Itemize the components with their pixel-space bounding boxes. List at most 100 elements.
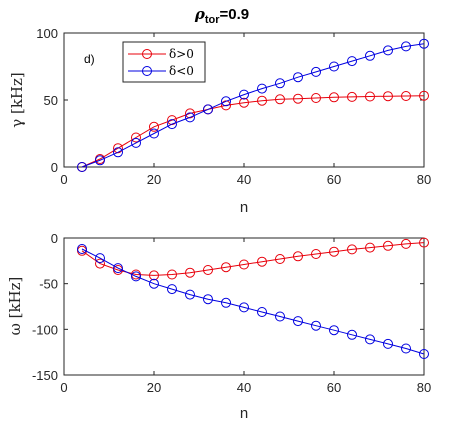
point-bottom-1-5	[167, 284, 177, 295]
point-top-1-0	[77, 162, 87, 172]
x-tick-label-bottom-3: 60	[327, 380, 341, 395]
y-tick-label-bottom-1: -100	[32, 322, 58, 337]
point-bottom-1-6	[185, 289, 195, 300]
point-bottom-1-11	[275, 311, 285, 322]
point-top-0-9	[239, 97, 249, 108]
point-top-0-3	[131, 132, 141, 143]
point-bottom-0-18	[401, 238, 411, 249]
point-top-1-9	[239, 89, 249, 100]
x-tick-label-bottom-2: 40	[237, 380, 251, 395]
title-subscript: tor	[205, 14, 220, 26]
series-line-bottom-1	[81, 248, 425, 355]
point-top-1-16	[365, 50, 375, 61]
series-bottom	[77, 237, 429, 359]
title-value: =0.9	[220, 6, 250, 23]
point-bottom-1-13	[311, 320, 321, 331]
point-top-1-1	[95, 155, 105, 166]
point-top-1-2	[113, 147, 123, 158]
series-top	[77, 38, 429, 172]
point-top-1-10	[257, 83, 267, 94]
point-bottom-0-14	[329, 246, 339, 257]
x-tick-label-bottom-0: 0	[60, 380, 67, 395]
point-bottom-0-4	[149, 270, 159, 281]
point-bottom-0-1	[95, 258, 105, 269]
point-top-0-16	[365, 91, 375, 102]
point-bottom-1-18	[401, 343, 411, 354]
point-bottom-1-8	[221, 297, 231, 308]
point-top-1-12	[293, 72, 303, 83]
legend: δ>0 δ<0	[122, 41, 206, 83]
y-axis-label-bottom: ω [kHz]	[6, 277, 24, 336]
axes-box-top	[63, 32, 425, 168]
point-bottom-0-16	[365, 242, 375, 253]
point-bottom-1-16	[365, 334, 375, 345]
x-axis-label-top: n	[240, 199, 248, 216]
point-top-1-3	[131, 137, 141, 148]
figure-title: ρtor=0.9	[194, 5, 249, 26]
panel-label: d)	[84, 52, 95, 66]
x-tick-label-top-0: 0	[60, 172, 67, 187]
point-bottom-0-15	[347, 244, 357, 255]
point-bottom-1-17	[383, 338, 393, 349]
legend-label-negative: δ<0	[169, 64, 194, 78]
point-bottom-1-3	[131, 271, 141, 282]
point-top-1-8	[221, 96, 231, 107]
point-top-0-19	[419, 90, 429, 101]
point-top-1-18	[401, 41, 411, 52]
point-bottom-0-12	[293, 251, 303, 262]
legend-box	[122, 41, 206, 83]
panel-frequency: 0 20 40 60 80 -150 -100 -50 0 n ω [kHz]	[6, 231, 431, 422]
point-bottom-0-6	[185, 267, 195, 278]
point-top-1-11	[275, 78, 285, 89]
axes-box-bottom	[63, 237, 425, 376]
point-bottom-1-10	[257, 307, 267, 317]
title-rho: ρ	[194, 5, 206, 23]
point-top-0-17	[383, 91, 393, 102]
point-bottom-1-7	[203, 294, 213, 305]
point-top-1-15	[347, 56, 357, 67]
point-top-1-14	[329, 61, 339, 72]
point-bottom-1-0	[77, 244, 87, 254]
point-bottom-0-19	[419, 237, 429, 248]
point-top-1-5	[167, 119, 177, 130]
point-bottom-0-17	[383, 240, 393, 251]
point-bottom-0-13	[311, 249, 321, 259]
y-axis-label-top: γ [kHz]	[8, 72, 26, 128]
series-line-top-1	[81, 43, 425, 168]
point-bottom-1-4	[149, 278, 159, 289]
point-bottom-0-7	[203, 265, 213, 275]
y-tick-label-top-0: 0	[51, 160, 58, 175]
x-tick-label-top-2: 40	[237, 172, 251, 187]
point-bottom-0-10	[257, 256, 267, 267]
point-top-0-15	[347, 91, 357, 102]
ticks-top: 0 20 40 60 80 0 50 100	[36, 26, 431, 187]
legend-marker-negative	[142, 66, 152, 76]
point-top-0-12	[293, 93, 303, 104]
y-tick-label-bottom-3: 0	[51, 231, 58, 246]
point-bottom-1-14	[329, 325, 339, 336]
point-bottom-1-12	[293, 316, 303, 327]
point-top-0-10	[257, 95, 267, 106]
point-top-0-13	[311, 93, 321, 103]
y-tick-label-bottom-0: -150	[32, 368, 58, 383]
x-tick-label-top-4: 80	[417, 172, 431, 187]
point-bottom-1-1	[95, 253, 105, 264]
y-tick-label-top-2: 100	[36, 26, 58, 41]
x-axis-label-bottom: n	[240, 405, 248, 422]
point-bottom-1-19	[419, 349, 429, 359]
legend-label-positive: δ>0	[169, 47, 194, 61]
point-bottom-0-11	[275, 254, 285, 264]
x-tick-label-top-3: 60	[327, 172, 341, 187]
panel-growth-rate: 0 20 40 60 80 0 50 100 d) n γ [kHz] δ>0 δ<0	[8, 26, 431, 216]
point-top-1-7	[203, 104, 213, 115]
point-top-1-4	[149, 128, 159, 139]
series-line-top-0	[81, 95, 425, 168]
ticks-bottom: 0 20 40 60 80 -150 -100 -50 0	[32, 231, 431, 395]
point-bottom-1-15	[347, 329, 357, 340]
point-top-1-19	[419, 38, 429, 49]
x-tick-label-top-1: 20	[147, 172, 161, 187]
point-top-0-18	[401, 91, 411, 101]
point-bottom-0-9	[239, 259, 249, 270]
point-top-0-4	[149, 121, 159, 132]
